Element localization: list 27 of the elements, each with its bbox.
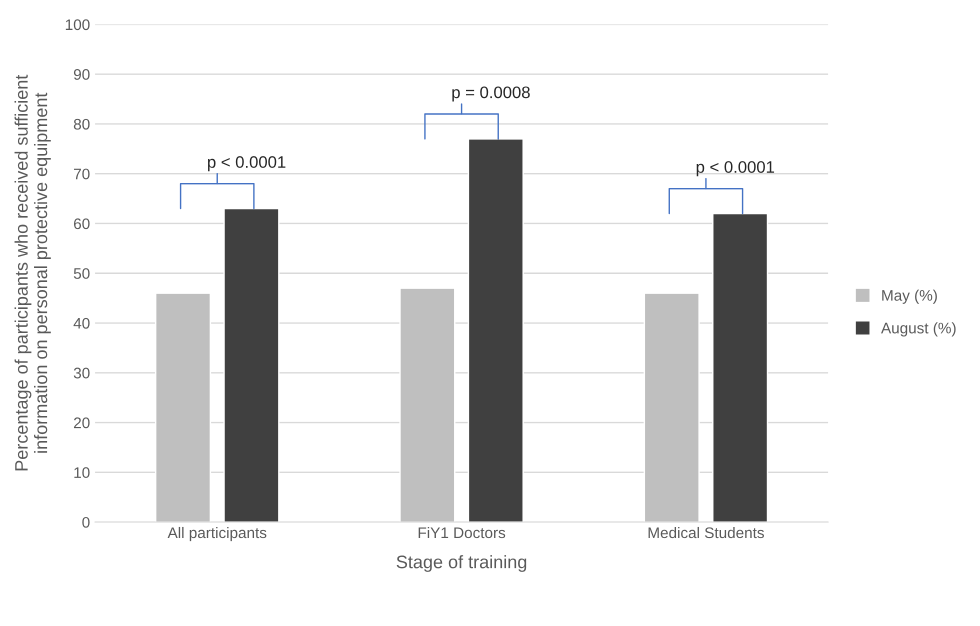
bar xyxy=(154,292,212,522)
x-tick-label: FiY1 Doctors xyxy=(418,526,506,538)
y-tick-label: 80 xyxy=(74,118,90,130)
annotation: p < 0.0001 xyxy=(696,161,774,176)
bar xyxy=(468,138,524,522)
y-tick-label: 50 xyxy=(74,268,90,279)
bar xyxy=(644,292,700,522)
annotation: p < 0.0001 xyxy=(208,156,286,172)
y-tick-label: 40 xyxy=(74,318,90,329)
x-axis-title: Stage of training xyxy=(396,555,526,572)
x-tick-label: All participants xyxy=(168,526,266,542)
y-tick-label: 100 xyxy=(66,19,90,30)
y-tick-label: 70 xyxy=(74,168,90,180)
y-tick-label: 20 xyxy=(74,417,90,428)
legend-label: August (%) xyxy=(881,322,956,336)
legend-label: May (%) xyxy=(882,290,937,304)
y-tick-label: 0 xyxy=(82,516,90,528)
bar xyxy=(399,287,456,522)
y-tick-label: 30 xyxy=(74,368,90,378)
annotation: p = 0.0008 xyxy=(452,86,530,102)
y-tick-label: 10 xyxy=(74,467,90,478)
bar xyxy=(712,212,768,522)
bar xyxy=(223,208,280,522)
x-tick-label: Medical Students xyxy=(648,526,764,538)
y-tick-label: 60 xyxy=(74,218,90,230)
y-tick-label: 90 xyxy=(74,69,90,80)
y-axis-title: Percentage of participants who received sufficient information on personal protective equipment xyxy=(14,74,51,470)
